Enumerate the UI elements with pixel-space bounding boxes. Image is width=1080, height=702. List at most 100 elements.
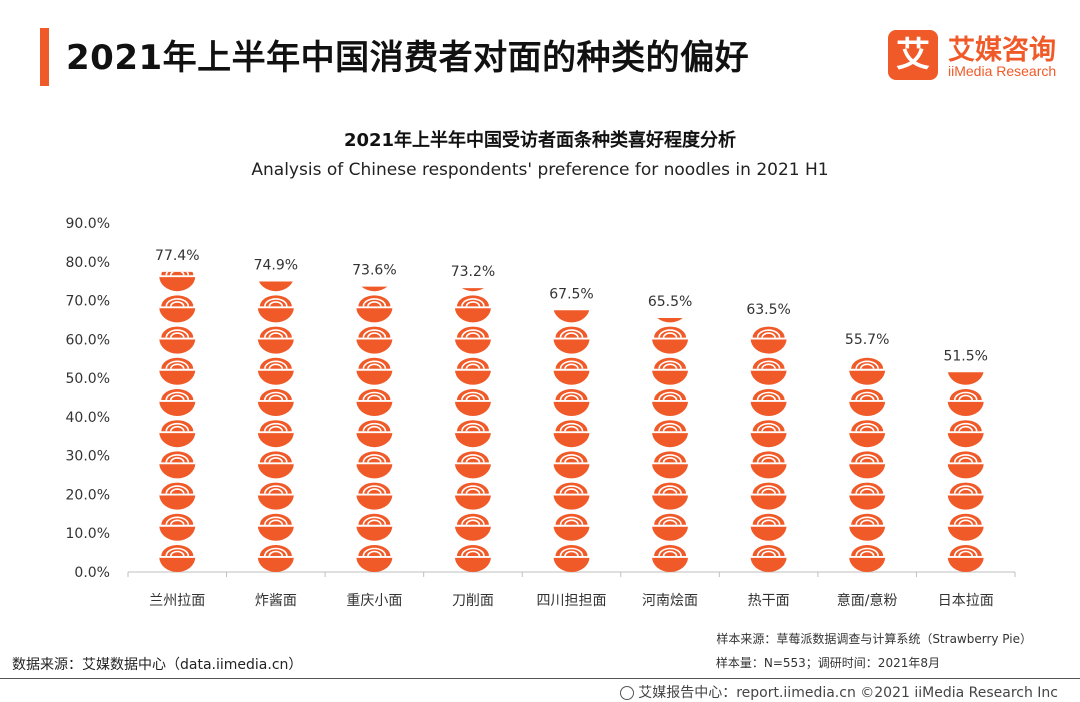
noodle-bowl-icon: [651, 325, 689, 355]
data-label: 55.7%: [845, 332, 889, 348]
noodle-bowl-icon: [257, 356, 295, 386]
noodle-bowl-icon: [257, 325, 295, 355]
noodle-bowl-icon: [552, 481, 591, 511]
data-label: 77.4%: [155, 248, 199, 264]
noodle-bowl-icon: [848, 388, 886, 417]
noodle-bowl-icon: [848, 356, 886, 386]
noodle-bowl-icon: [454, 419, 492, 449]
noodle-bowl-icon: [454, 450, 492, 480]
noodle-bowl-icon: [158, 325, 197, 355]
data-label: 65.5%: [648, 294, 692, 310]
noodle-bowl-icon: [455, 233, 491, 260]
x-tick-label: 重庆小面: [346, 593, 402, 609]
logo-text-en: iiMedia Research: [948, 63, 1057, 79]
x-tick-label: 热干面: [748, 593, 790, 609]
noodle-bowl-icon: [158, 294, 197, 324]
x-tick-label: 四川担担面: [537, 593, 607, 609]
noodle-bowl-icon: [651, 481, 689, 511]
logo-mark-icon: 艾: [888, 30, 938, 80]
noodle-bowl-icon: [946, 481, 985, 511]
noodle-bowl-icon: [454, 388, 492, 417]
noodle-bowl-icon: [257, 419, 295, 449]
noodle-bowl-icon: [552, 512, 591, 542]
noodle-bowl-icon: [355, 419, 394, 449]
x-tick-label: 炸酱面: [255, 593, 297, 609]
noodle-bowl-icon: [848, 512, 886, 542]
noodle-bowl-icon: [552, 325, 591, 355]
data-label: 74.9%: [254, 258, 298, 274]
bar: [158, 271, 197, 572]
noodle-bowl-icon: [258, 233, 294, 260]
noodle-bowl-icon: [552, 544, 591, 572]
data-label: 51.5%: [943, 348, 987, 364]
noodle-bowl-icon: [946, 450, 985, 480]
x-tick-label: 意面/意粉: [837, 592, 898, 609]
footer: 艾媒报告中心：report.iimedia.cn ©2021 iiMedia R…: [620, 682, 1058, 702]
y-tick-label: 90.0%: [66, 216, 110, 232]
noodle-bowl-icon: [946, 544, 985, 572]
data-source-note: 数据来源：艾媒数据中心（data.iimedia.cn）: [12, 657, 303, 673]
noodle-bowl-icon: [749, 450, 788, 480]
data-label: 67.5%: [549, 286, 593, 302]
noodle-bowl-icon: [651, 512, 689, 542]
noodle-bowl-icon: [848, 450, 886, 480]
noodle-bowl-icon: [749, 419, 788, 449]
noodle-bowl-icon: [454, 512, 492, 542]
noodle-bowl-icon: [356, 233, 392, 260]
noodle-bowl-icon: [257, 481, 295, 511]
noodle-bowl-icon: [552, 388, 591, 417]
noodle-bowl-icon: [848, 544, 886, 572]
noodle-bowl-icon: [454, 294, 492, 324]
y-tick-label: 80.0%: [66, 255, 110, 271]
noodle-bowl-icon: [355, 544, 394, 572]
noodle-bowl-icon: [946, 419, 985, 449]
bar: [257, 233, 295, 572]
iimedia-logo: 艾 艾媒咨询 iiMedia Research: [888, 30, 1068, 82]
noodle-bowl-icon: [749, 512, 788, 542]
noodle-bowl-icon: [257, 512, 295, 542]
noodle-bowl-icon: [454, 481, 492, 511]
bar: [848, 356, 886, 572]
noodle-bowl-icon: [946, 512, 985, 542]
noodle-bowl-icon: [749, 356, 788, 386]
page-title: 2021年上半年中国消费者对面的种类的偏好: [66, 38, 750, 78]
noodle-bowl-icon: [158, 450, 197, 480]
bar: [552, 310, 591, 572]
noodle-bowl-icon: [158, 271, 197, 293]
footer-text: 艾媒报告中心：report.iimedia.cn ©2021 iiMedia R…: [638, 685, 1058, 701]
noodle-bowl-icon: [552, 419, 591, 449]
noodle-bowl-icon: [158, 388, 197, 417]
noodle-bowl-icon: [848, 481, 886, 511]
sample-size-note: 样本量：N=553；调研时间：2021年8月: [715, 656, 940, 670]
noodle-bowl-icon: [454, 356, 492, 386]
x-tick-label: 兰州拉面: [149, 593, 205, 609]
noodle-bowl-icon: [749, 481, 788, 511]
noodle-bowl-icon: [946, 388, 985, 417]
globe-icon: [620, 686, 635, 700]
noodle-bowl-icon: [158, 419, 197, 449]
noodle-bowl-icon: [158, 481, 197, 511]
noodle-bowl-icon: [355, 512, 394, 542]
data-label: 63.5%: [746, 302, 790, 318]
y-tick-label: 10.0%: [66, 526, 110, 542]
noodle-bowl-icon: [355, 325, 394, 355]
y-tick-label: 50.0%: [66, 371, 110, 387]
chart-title: 2021年上半年中国受访者面条种类喜好程度分析: [343, 130, 737, 151]
noodle-bowl-icon: [355, 294, 394, 324]
noodle-bowl-icon: [651, 450, 689, 480]
noodle-bowl-icon: [848, 419, 886, 449]
y-tick-label: 20.0%: [66, 487, 110, 503]
noodle-bowl-icon: [355, 356, 394, 386]
logo-text-cn: 艾媒咨询: [948, 35, 1056, 66]
noodle-bowl-icon: [355, 450, 394, 480]
noodle-bowl-icon: [651, 356, 689, 386]
noodle-bowl-icon: [651, 419, 689, 449]
noodle-bowl-icon: [158, 544, 197, 572]
y-tick-label: 0.0%: [74, 565, 110, 581]
x-tick-label: 刀削面: [452, 593, 494, 609]
noodle-bowl-icon: [355, 388, 394, 417]
data-label: 73.2%: [451, 264, 495, 280]
noodle-bowl-icon: [749, 388, 788, 417]
bar: [355, 233, 394, 572]
